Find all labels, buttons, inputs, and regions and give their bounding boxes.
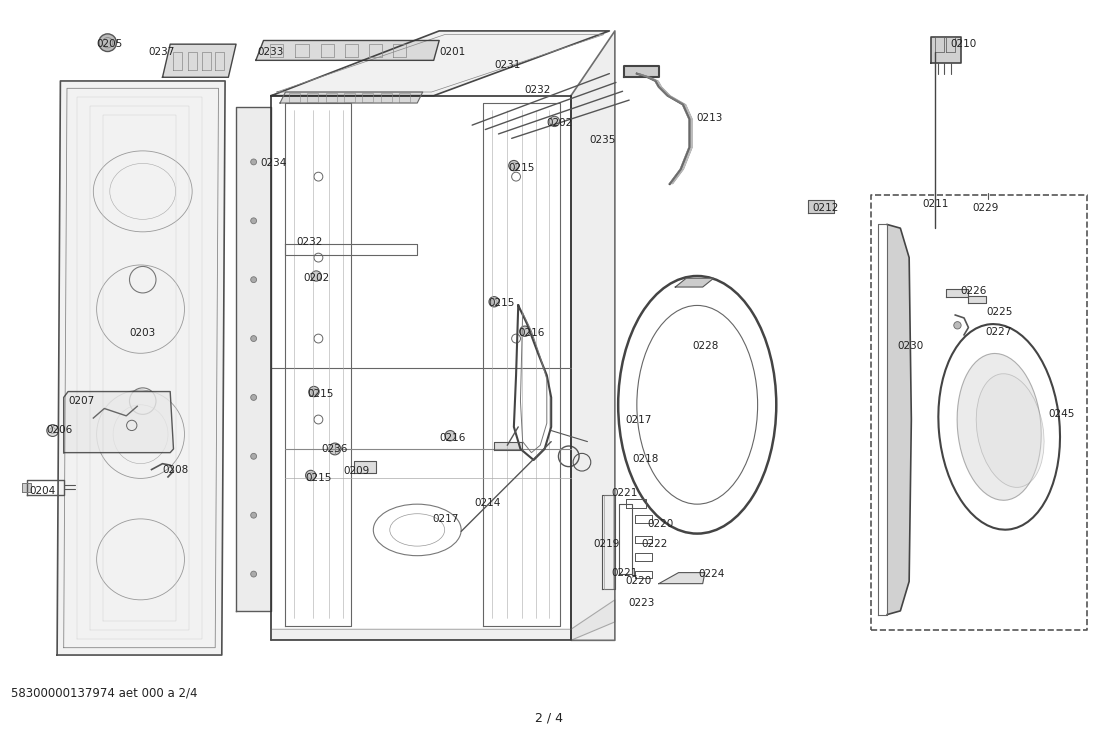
Text: 2 / 4: 2 / 4 [535,711,563,724]
Polygon shape [236,107,271,611]
Text: 0221: 0221 [612,568,638,578]
Text: 0215: 0215 [508,163,535,173]
Text: 0214: 0214 [474,498,501,508]
Circle shape [250,571,257,577]
Text: 0212: 0212 [813,202,839,213]
Circle shape [508,160,519,171]
Text: 0216: 0216 [518,328,545,338]
Text: 0235: 0235 [590,135,616,145]
Text: 0209: 0209 [344,466,370,476]
Circle shape [47,425,58,436]
Polygon shape [256,40,439,60]
Text: 0203: 0203 [130,328,156,339]
Circle shape [250,336,257,342]
Circle shape [309,386,320,397]
Text: 0219: 0219 [593,539,619,549]
Text: 0231: 0231 [494,60,520,70]
Text: 0207: 0207 [68,396,94,406]
Circle shape [250,218,257,224]
Text: 0215: 0215 [307,389,334,399]
Text: 0227: 0227 [985,327,1011,337]
Text: 0232: 0232 [525,85,551,95]
Text: 0232: 0232 [296,237,323,247]
Polygon shape [280,92,423,103]
Circle shape [250,277,257,283]
Text: 0230: 0230 [897,341,923,351]
Text: 0208: 0208 [163,464,189,475]
Polygon shape [968,296,986,303]
Circle shape [519,326,530,336]
Circle shape [954,322,961,329]
Text: 0205: 0205 [97,39,123,49]
Text: 0217: 0217 [626,414,652,425]
Text: 0202: 0202 [303,273,329,283]
Text: 0201: 0201 [439,46,466,57]
Text: 0225: 0225 [986,307,1012,317]
Polygon shape [271,600,615,640]
Text: 0211: 0211 [922,199,949,209]
Circle shape [250,512,257,518]
Text: 0229: 0229 [973,202,999,213]
Text: 0234: 0234 [260,158,287,168]
Text: 58300000137974 aet 000 a 2/4: 58300000137974 aet 000 a 2/4 [11,687,198,700]
Polygon shape [675,278,714,287]
Text: 0223: 0223 [628,598,654,608]
Polygon shape [22,483,31,492]
Text: 0237: 0237 [148,46,175,57]
Text: 0222: 0222 [641,539,668,549]
Circle shape [250,159,257,165]
Polygon shape [931,37,961,63]
Circle shape [250,453,257,459]
Circle shape [250,394,257,400]
Polygon shape [659,573,705,584]
Text: 0217: 0217 [433,514,459,524]
Text: 0202: 0202 [547,118,573,128]
Polygon shape [887,224,911,615]
Text: 0216: 0216 [439,433,466,443]
Ellipse shape [976,374,1044,487]
Polygon shape [163,44,236,77]
Circle shape [549,116,560,127]
Text: 0228: 0228 [693,341,719,351]
Polygon shape [571,31,615,640]
Polygon shape [57,81,225,655]
Circle shape [329,443,340,455]
Text: 0236: 0236 [322,444,348,454]
Polygon shape [946,289,968,297]
Circle shape [445,431,456,441]
Text: 0215: 0215 [305,473,332,483]
Polygon shape [808,200,834,213]
Text: 0215: 0215 [489,298,515,308]
Circle shape [329,444,340,454]
Polygon shape [494,442,522,450]
Text: 0220: 0220 [626,576,652,586]
Circle shape [99,34,116,52]
Text: 0220: 0220 [648,519,674,529]
Circle shape [305,470,316,481]
Text: 0218: 0218 [632,454,659,464]
Text: 0213: 0213 [696,113,722,123]
Circle shape [311,271,322,281]
Text: 0226: 0226 [961,286,987,296]
Text: 0233: 0233 [257,46,283,57]
Polygon shape [64,392,173,453]
Text: 0210: 0210 [951,39,977,49]
Text: 0206: 0206 [46,425,72,435]
Text: 0245: 0245 [1049,408,1075,419]
Ellipse shape [957,353,1041,500]
Polygon shape [354,461,376,473]
Text: 0221: 0221 [612,488,638,498]
Text: 0224: 0224 [698,569,725,579]
Polygon shape [624,66,659,77]
Circle shape [489,297,500,307]
Text: 0204: 0204 [30,486,56,496]
Polygon shape [271,31,609,96]
